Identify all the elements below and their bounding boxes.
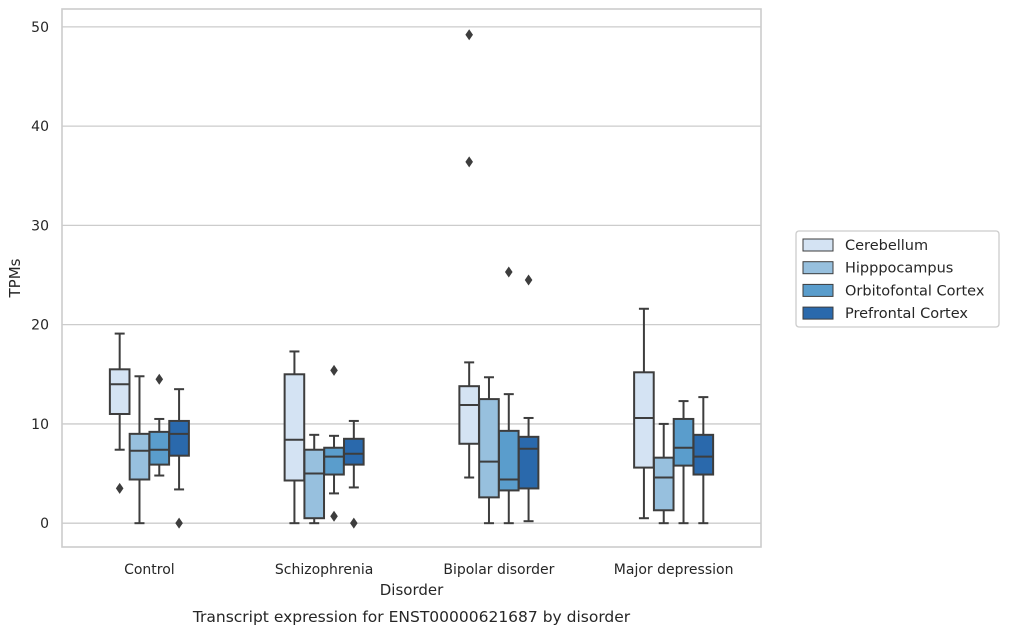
box-group bbox=[652, 422, 675, 525]
box bbox=[672, 417, 695, 467]
box bbox=[458, 385, 480, 445]
outlier-marker bbox=[350, 517, 358, 529]
outlier-marker bbox=[465, 156, 473, 168]
box bbox=[692, 433, 715, 476]
legend-label: Prefrontal Cortex bbox=[845, 306, 968, 322]
box-group bbox=[128, 375, 151, 525]
outlier-marker bbox=[115, 482, 124, 494]
y-tick-label: 30 bbox=[31, 218, 49, 234]
box-group bbox=[633, 307, 655, 520]
legend-label: Hipppocampus bbox=[845, 261, 953, 277]
box bbox=[478, 398, 500, 499]
outlier-marker bbox=[330, 510, 338, 522]
x-tick-label: Control bbox=[124, 562, 175, 578]
outlier-marker bbox=[524, 274, 533, 286]
box-group bbox=[283, 350, 306, 525]
box-group bbox=[323, 364, 345, 522]
legend-frame bbox=[795, 230, 1000, 328]
box bbox=[323, 446, 345, 476]
box-group bbox=[168, 388, 190, 529]
tick-labels: 0 10 20 30 40 50 Control Schizophrenia Bipolar d… bbox=[31, 20, 733, 578]
outlier-marker bbox=[504, 266, 513, 278]
box bbox=[168, 419, 190, 457]
box-group bbox=[458, 29, 480, 479]
y-tick-label: 10 bbox=[31, 417, 49, 433]
chart-caption: Transcript expression for ENST0000062168… bbox=[192, 608, 631, 626]
boxes-layer bbox=[108, 29, 715, 529]
box bbox=[633, 371, 655, 469]
y-tick-label: 50 bbox=[31, 20, 49, 36]
box-group bbox=[108, 332, 131, 494]
outlier-marker bbox=[465, 29, 473, 41]
box-group bbox=[303, 433, 326, 525]
x-axis-label: Disorder bbox=[380, 581, 444, 599]
legend-label: Cerebellum bbox=[845, 238, 928, 254]
box bbox=[652, 456, 675, 512]
x-tick-label: Schizophrenia bbox=[275, 562, 373, 578]
box bbox=[343, 437, 365, 466]
box bbox=[497, 429, 520, 492]
box bbox=[128, 432, 151, 481]
box bbox=[108, 368, 131, 415]
box-group bbox=[148, 373, 171, 477]
y-tick-label: 0 bbox=[40, 516, 49, 532]
legend-swatch bbox=[802, 306, 834, 320]
box bbox=[517, 435, 540, 490]
legend-swatch bbox=[802, 238, 834, 252]
box-group bbox=[692, 396, 715, 525]
y-tick-label: 20 bbox=[31, 318, 49, 334]
box-group bbox=[497, 266, 520, 525]
legend: Cerebellum Hipppocampus Orbitofontal Corte… bbox=[795, 230, 1000, 328]
outlier-marker bbox=[155, 373, 164, 385]
legend-swatch bbox=[802, 283, 834, 297]
x-tick-label: Bipolar disorder bbox=[443, 562, 554, 578]
box-group bbox=[478, 376, 500, 525]
plot-frame bbox=[61, 8, 762, 548]
x-tick-label: Major depression bbox=[614, 562, 734, 578]
outlier-marker bbox=[175, 517, 183, 529]
box bbox=[148, 430, 171, 466]
box bbox=[283, 373, 306, 482]
box-group bbox=[672, 400, 695, 525]
box-group bbox=[517, 274, 540, 523]
y-axis-label: TPMs bbox=[6, 258, 24, 298]
box bbox=[303, 448, 326, 520]
outlier-marker bbox=[330, 364, 338, 376]
box-group bbox=[343, 419, 365, 529]
legend-swatch bbox=[802, 261, 834, 275]
legend-label: Orbitofontal Cortex bbox=[845, 283, 985, 299]
y-tick-label: 40 bbox=[31, 119, 49, 135]
